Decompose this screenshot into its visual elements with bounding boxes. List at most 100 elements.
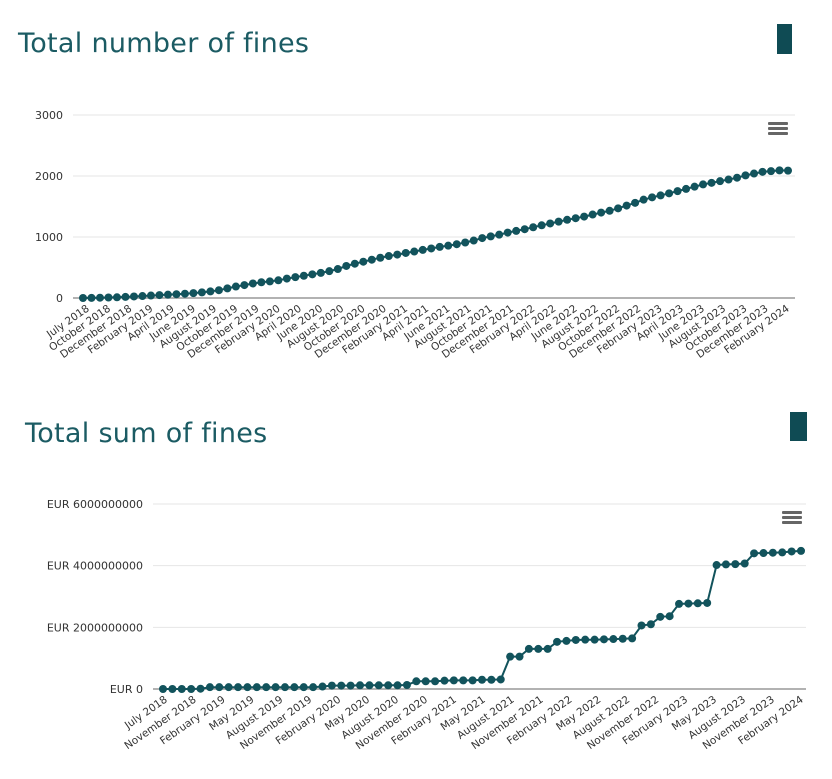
data-point — [787, 547, 796, 556]
data-point — [440, 676, 449, 685]
data-point — [534, 644, 543, 653]
data-point — [590, 635, 599, 644]
data-point — [327, 681, 336, 690]
data-point — [121, 292, 130, 301]
data-point — [693, 599, 702, 608]
data-point — [410, 247, 419, 256]
data-point — [452, 240, 461, 249]
data-point — [384, 252, 393, 261]
data-point — [449, 676, 458, 685]
data-point — [291, 273, 300, 282]
data-point — [580, 212, 589, 221]
data-point — [172, 290, 181, 299]
hamburger-menu-icon[interactable] — [782, 511, 802, 525]
data-point — [104, 293, 113, 302]
data-point — [515, 652, 524, 661]
data-point — [571, 214, 580, 223]
data-point — [346, 681, 355, 690]
data-point — [308, 270, 317, 279]
data-point — [684, 599, 693, 608]
data-point — [740, 559, 749, 568]
data-point — [506, 652, 515, 661]
data-point — [646, 620, 655, 629]
data-point — [309, 683, 318, 692]
data-point — [741, 171, 750, 180]
data-point — [487, 675, 496, 684]
data-point — [350, 259, 359, 268]
data-point — [699, 180, 708, 189]
data-point — [690, 182, 699, 191]
data-point — [469, 236, 478, 245]
data-point — [563, 215, 572, 224]
data-point — [384, 681, 393, 690]
data-point — [402, 680, 411, 689]
data-point — [95, 293, 104, 302]
data-point — [486, 232, 495, 241]
data-point — [461, 238, 470, 247]
data-point — [337, 681, 346, 690]
data-point — [214, 286, 223, 295]
accent-block — [790, 412, 807, 441]
data-point — [376, 253, 385, 262]
data-point — [682, 184, 691, 193]
data-point — [197, 288, 206, 297]
data-point — [637, 621, 646, 630]
data-point — [724, 175, 733, 184]
y-tick-label: EUR 6000000000 — [47, 498, 143, 511]
data-point — [656, 191, 665, 200]
data-point — [524, 644, 533, 653]
data-point — [177, 685, 186, 693]
data-point — [129, 292, 138, 301]
data-point — [333, 265, 342, 274]
data-point — [367, 255, 376, 264]
data-point — [768, 548, 777, 557]
data-point — [299, 683, 308, 692]
data-point — [146, 291, 155, 300]
data-point — [231, 282, 240, 291]
accent-block — [777, 24, 792, 54]
data-point — [731, 560, 740, 569]
data-point — [759, 549, 768, 558]
data-point — [316, 268, 325, 277]
data-point — [656, 612, 665, 621]
data-point — [234, 683, 243, 692]
data-point — [495, 230, 504, 239]
y-tick-label: EUR 0 — [110, 683, 143, 696]
hamburger-menu-icon[interactable] — [768, 122, 788, 136]
series-line — [163, 549, 802, 690]
data-point — [215, 683, 224, 692]
data-point — [155, 291, 164, 300]
data-point — [605, 206, 614, 215]
data-point — [206, 287, 215, 296]
data-point — [393, 250, 402, 259]
data-point — [622, 201, 631, 210]
data-point — [571, 635, 580, 644]
data-point — [778, 548, 787, 557]
data-point — [163, 290, 172, 299]
data-point — [431, 677, 440, 686]
data-point — [412, 677, 421, 686]
y-tick-label: 2000 — [35, 170, 63, 183]
data-point — [159, 685, 167, 693]
data-point — [496, 675, 505, 684]
data-point — [614, 204, 623, 213]
data-point — [599, 635, 608, 644]
data-point — [618, 634, 627, 643]
data-point — [648, 193, 657, 202]
data-point — [138, 292, 147, 301]
data-point — [87, 293, 96, 302]
data-point — [393, 681, 402, 690]
data-point — [187, 685, 196, 693]
data-point — [468, 676, 477, 685]
data-point — [274, 276, 283, 285]
data-point — [280, 683, 289, 692]
y-tick-label: 1000 — [35, 231, 63, 244]
data-point — [750, 169, 759, 178]
data-point — [537, 221, 546, 230]
data-point — [374, 681, 383, 690]
data-point — [180, 289, 189, 298]
data-point — [205, 683, 214, 692]
data-point — [359, 257, 368, 266]
data-point — [520, 225, 529, 234]
data-point — [196, 684, 205, 693]
